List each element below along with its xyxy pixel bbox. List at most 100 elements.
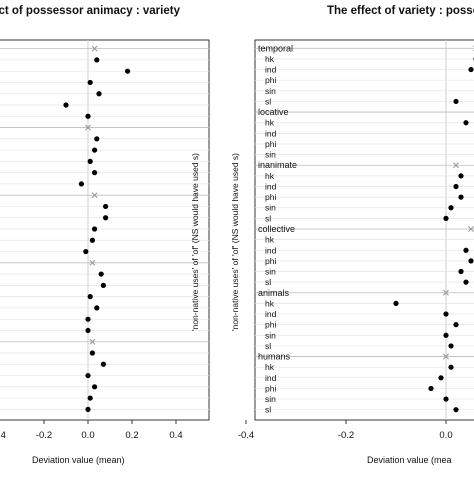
data-point [87,158,93,164]
data-point [458,268,464,275]
data-point [92,147,98,153]
data-point [89,237,95,243]
row-label: phi [265,383,276,393]
x-tick-label: 0.4 [169,430,182,441]
data-point [443,396,449,402]
data-point [458,194,464,200]
data-point [94,136,100,142]
plot-frame [254,39,474,421]
x-tick-label: 0.2 [125,430,138,441]
data-point [87,294,93,300]
data-point [393,300,399,306]
data-point [468,66,474,73]
row-label: phi [265,75,276,85]
data-point [443,332,449,338]
row-label: ind [265,181,277,191]
data-point [94,57,100,63]
data-point [96,91,102,97]
data-point [443,215,449,221]
group-mean-marker [443,289,449,296]
row-label: sl [265,277,271,287]
y-axis-label: 'non-native uses' of 'of' (NS would have… [190,153,200,331]
data-point [448,205,454,211]
y-axis-label: 'non-native uses' of 'of' (NS would have… [230,153,240,331]
data-point [448,343,454,349]
row-label: phi [265,320,276,330]
data-point [85,316,91,322]
x-tick-label: 0.0 [439,430,452,441]
row-label: phi [265,192,276,202]
x-tick-label: 0.0 [81,430,94,441]
data-point [453,407,459,413]
data-point [100,282,106,288]
x-tick-label: -0.4 [238,430,254,441]
x-axis-label: Deviation value (mea [367,455,452,465]
group-label: locative [258,107,289,117]
x-axis-label: Deviation value (mean) [32,455,125,465]
row-label: sin [265,203,276,213]
group-label: humans [258,352,291,362]
row-label: sin [265,86,276,96]
data-point [443,311,449,317]
row-label: phi [265,139,276,149]
row-label: ind [265,128,277,138]
row-label: sl [265,96,271,106]
row-label: sl [265,341,271,351]
data-point [463,247,469,253]
plot-frame [0,39,210,421]
row-label: hk [265,235,275,245]
data-point [103,203,109,210]
data-point [453,98,459,105]
data-point [448,364,454,370]
data-point [463,279,469,285]
row-label: phi [265,256,276,266]
data-point [453,183,459,190]
data-point [89,350,95,356]
data-point [98,271,104,277]
data-point [63,102,69,108]
row-label: sin [265,394,276,404]
group-mean-marker [443,353,449,360]
row-label: ind [265,65,277,75]
row-label: hk [265,362,275,372]
row-label: hk [265,118,275,128]
data-point [100,361,106,367]
data-point [87,395,93,401]
data-point [85,327,91,334]
data-point [85,372,91,379]
data-point [463,120,469,126]
data-point [83,248,89,255]
row-label: sl [265,405,271,415]
row-label: ind [265,373,277,383]
chart-title: The effect of variety : posses [327,5,474,17]
data-point [92,384,98,390]
group-mean-marker [468,226,474,232]
data-point [78,181,84,187]
data-point [438,375,444,381]
group-mean-marker [85,124,91,131]
data-point [92,226,98,232]
row-label: sin [265,267,276,277]
data-point [92,170,98,176]
row-label: hk [265,298,275,308]
data-point [85,113,91,119]
data-point [453,322,459,328]
x-tick-label: -0.2 [36,430,52,441]
x-tick-label: -0.2 [338,430,354,441]
group-mean-marker [89,259,96,266]
row-label: ind [265,245,277,255]
group-label: collective [258,224,295,234]
row-label: hk [265,54,275,64]
group-mean-marker [89,338,96,345]
row-label: sl [265,213,271,223]
group-mean-marker [91,45,98,52]
data-point [468,258,474,264]
data-point [85,406,91,412]
data-point [125,68,131,74]
row-label: sin [265,150,276,160]
row-label: sin [265,330,276,340]
data-point [428,385,434,392]
group-label: temporal [258,43,293,53]
